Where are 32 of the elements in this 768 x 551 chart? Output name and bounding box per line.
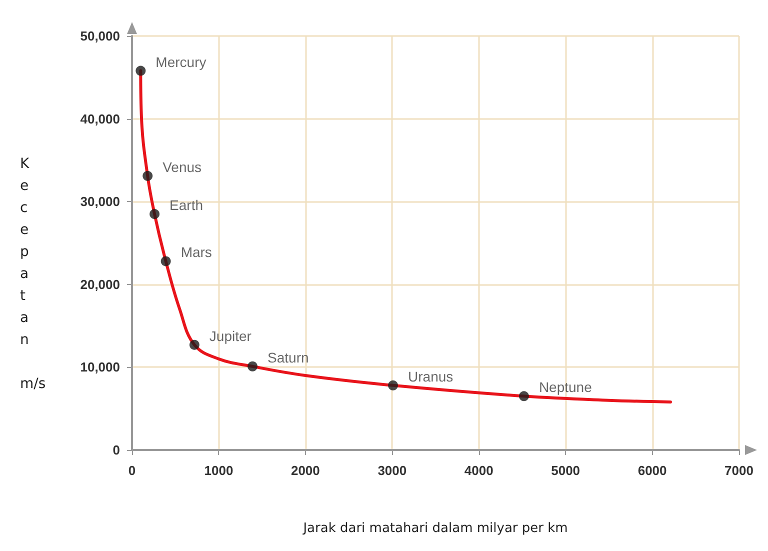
y-tick-label: 20,000 — [80, 276, 120, 292]
point — [142, 170, 153, 181]
x-tick-label: 0 — [128, 463, 136, 478]
x-tick-label: 7000 — [724, 463, 754, 478]
data-label: Mars — [180, 244, 212, 260]
data-label: Venus — [162, 158, 202, 175]
point — [248, 361, 258, 372]
x-tick-label: 1000 — [204, 463, 234, 478]
point — [518, 391, 529, 402]
point — [160, 256, 171, 266]
x-tick-label: 2000 — [290, 463, 320, 478]
x-tick-label: 6000 — [638, 463, 667, 478]
x-tick-label: 4000 — [464, 463, 494, 478]
point — [150, 209, 160, 220]
data-label: Mercury — [156, 54, 206, 70]
point — [189, 340, 200, 350]
text: Kecepatan m/s — [20, 156, 46, 392]
data-label: Uranus — [408, 368, 454, 384]
data-label: Neptune — [538, 379, 592, 396]
x-tick-label: 3000 — [378, 463, 407, 478]
y-tick-label: 10,000 — [80, 360, 120, 375]
data-label: Saturn — [268, 349, 309, 366]
y-tick-label: 40,000 — [80, 111, 120, 126]
x-tick-label: 5000 — [551, 463, 580, 478]
data-label: Earth — [170, 197, 204, 214]
point — [388, 380, 398, 390]
y-tick-label: 50,000 — [80, 28, 120, 44]
y-tick-label: 30,000 — [80, 194, 120, 210]
x-axis-title: Jarak dari matahari dalam milyar per km — [302, 521, 568, 536]
y-tick-label: 0 — [112, 442, 120, 458]
point — [136, 66, 146, 76]
data-label: Jupiter — [209, 328, 252, 344]
